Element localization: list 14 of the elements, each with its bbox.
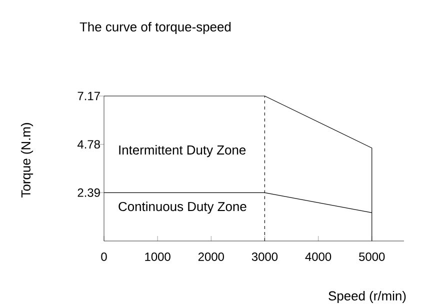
y-axis-title: Torque (N.m) bbox=[20, 123, 34, 198]
x-tick-label: 4000 bbox=[305, 252, 332, 261]
x-tick-label: 1000 bbox=[145, 252, 170, 261]
annotation: Intermittent Duty Zone bbox=[119, 145, 246, 158]
y-tick-label: 4.78 bbox=[77, 140, 100, 149]
y-tick-label: 2.39 bbox=[78, 188, 100, 197]
x-tick-label: 2000 bbox=[198, 252, 224, 261]
x-axis-title: Speed (r/min) bbox=[328, 290, 406, 304]
chart-title: The curve of torque-speed bbox=[80, 22, 231, 34]
x-tick-label: 3000 bbox=[252, 252, 278, 261]
y-tick-label: 7.17 bbox=[78, 92, 100, 100]
x-tick-label: 0 bbox=[101, 252, 107, 261]
annotation: Continuous Duty Zone bbox=[118, 202, 246, 214]
x-tick-label: 5000 bbox=[359, 252, 385, 261]
